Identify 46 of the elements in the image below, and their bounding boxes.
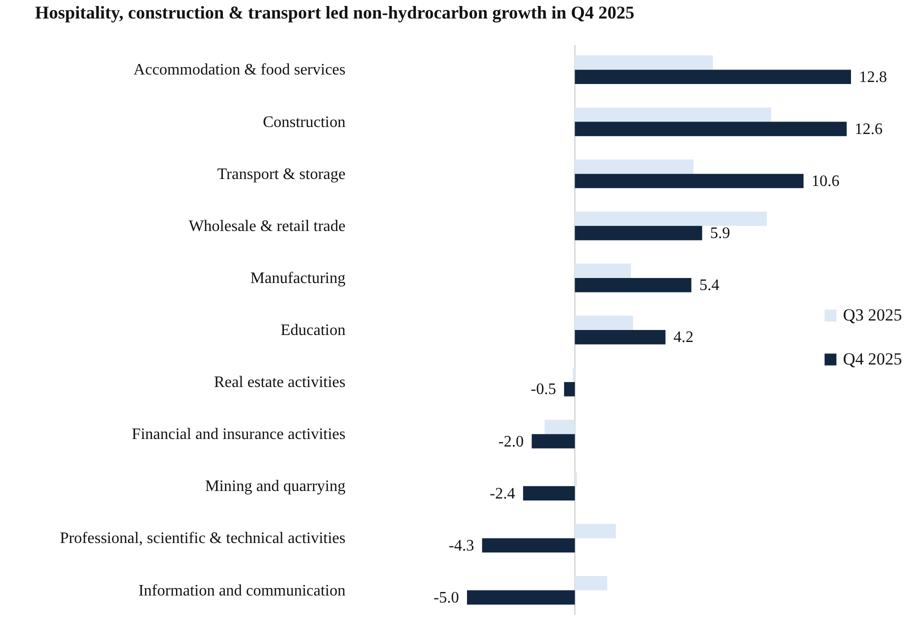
y-tick-label: Manufacturing [250,270,346,287]
chart-title: Hospitality, construction & transport led non-hydrocarbon growth in Q4 2025 [35,2,634,22]
y-tick-label: Professional, scientific & technical activities [60,530,346,548]
bar [574,524,616,538]
data-label: 4.2 [673,329,694,346]
bar [574,55,713,70]
bar [574,330,666,344]
bar [574,174,804,188]
bar [574,160,694,174]
data-label: 12.8 [859,68,887,86]
data-label: 5.9 [710,225,730,242]
y-tick-label: Financial and insurance activities [132,426,346,444]
bar [523,486,575,500]
data-label: 10.6 [812,172,840,190]
bar [574,472,578,486]
bar [544,420,575,434]
y-tick-label: Information and communication [138,582,346,600]
y-tick-label: Construction [262,114,346,131]
y-tick-label: Real estate activities [214,374,346,392]
bar [574,107,772,122]
data-label: -2.0 [498,433,524,450]
data-label: -4.3 [448,537,474,554]
bar [467,590,575,605]
bar [574,576,608,590]
bar [532,434,575,448]
y-tick-label: Education [280,322,346,339]
bar [574,122,847,136]
bar [574,212,767,226]
legend-label: Q3 2025 [843,306,902,324]
y-tick-label: Transport & storage [217,166,346,183]
y-tick-label: Mining and quarrying [205,478,346,496]
data-label: -0.5 [530,381,556,398]
bar [574,316,634,330]
data-label: 12.6 [854,120,883,138]
data-label: -5.0 [434,589,459,606]
bar [564,382,575,396]
data-label: 5.4 [699,277,720,294]
data-label: -2.4 [490,485,516,502]
bar [482,538,575,553]
bar [574,278,692,292]
y-tick-label: Accommodation & food services [134,62,346,79]
legend-label: Q4 2025 [843,350,902,368]
bar [574,226,702,240]
bar [574,70,851,84]
bar [574,264,631,278]
y-tick-label: Wholesale & retail trade [188,218,346,235]
